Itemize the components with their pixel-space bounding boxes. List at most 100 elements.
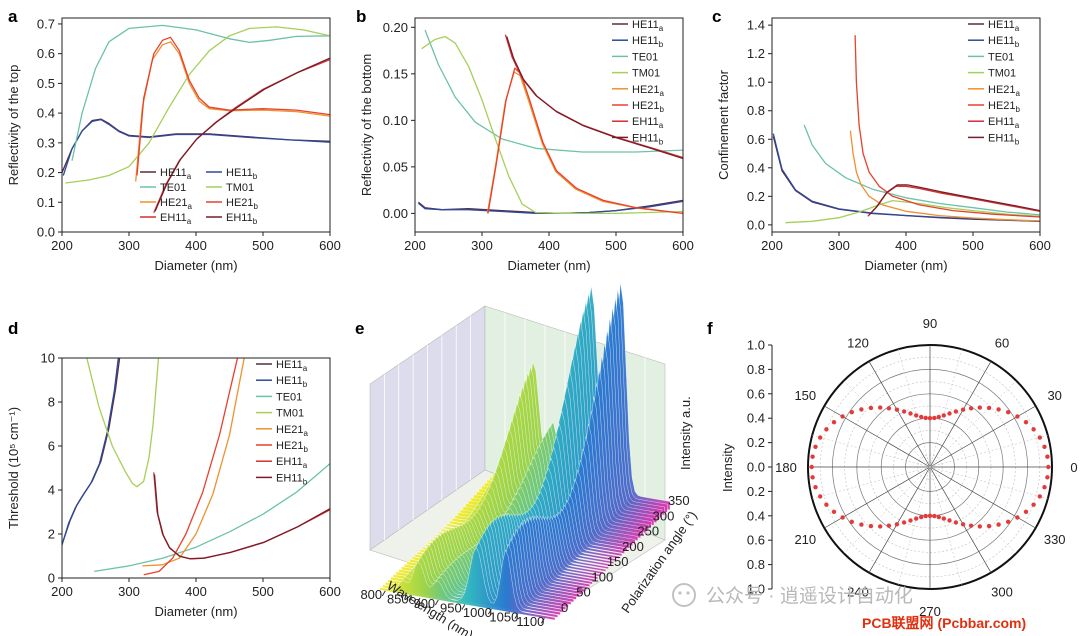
polar-point xyxy=(1045,454,1050,459)
series-line-he21b xyxy=(136,36,330,176)
legend-entry: TE01 xyxy=(160,182,186,194)
legend-entry: HE21a xyxy=(160,197,193,211)
series-line-he11a xyxy=(772,136,1040,222)
series-group xyxy=(62,358,330,576)
legend-subscript: b xyxy=(304,445,309,454)
radial-tick-label: 0.6 xyxy=(747,386,765,401)
y-axis-label: Threshold (10⁵ cm⁻¹) xyxy=(6,407,21,529)
wechat-icon xyxy=(672,583,696,607)
polar-point xyxy=(923,513,928,519)
polar-point xyxy=(1031,427,1036,432)
series-line-tm01 xyxy=(785,199,1040,224)
polar-point xyxy=(908,518,913,523)
polar-point xyxy=(831,509,837,514)
panel-label-e: e xyxy=(355,319,364,338)
legend-entry: EH11a xyxy=(276,456,308,470)
legend-subscript: a xyxy=(187,172,192,181)
polar-spoke xyxy=(929,466,992,573)
polar-points xyxy=(809,405,1051,529)
polar-point xyxy=(1015,515,1020,520)
x-tick-label: 300 xyxy=(471,238,493,253)
legend: HE11a HE11b TE01 TM01 HE21a HE21b EH11a EH11b xyxy=(968,19,1021,146)
x-tick-label: 400 xyxy=(538,238,560,253)
series-line-eh11b xyxy=(506,36,683,160)
legend-subscript: b xyxy=(1016,105,1021,114)
x-tick-label: 600 xyxy=(1029,238,1051,253)
e-x-tick-label: 1050 xyxy=(489,610,518,625)
y-tick-label: 0.4 xyxy=(37,106,55,121)
y-tick-label: 0.7 xyxy=(37,16,55,31)
polar-point xyxy=(818,494,823,499)
polar-point xyxy=(886,523,892,528)
legend-entry: EH11b xyxy=(226,212,258,226)
legend: HE11a HE11b TE01 TM01 HE21a HE21b EH11a EH11b xyxy=(612,19,665,146)
polar-point xyxy=(927,513,933,518)
e-x-tick-label: 1000 xyxy=(463,605,492,620)
series-line-tm01 xyxy=(65,26,330,184)
x-axis-label: Diameter (nm) xyxy=(154,258,237,273)
x-axis-label: Diameter (nm) xyxy=(864,258,947,273)
polar-minor-spoke xyxy=(929,466,1017,554)
legend-entry: TE01 xyxy=(276,391,302,403)
series-line-eh11b xyxy=(153,474,330,560)
polar-point xyxy=(813,485,818,490)
y-tick-label: 4 xyxy=(48,483,55,498)
series-line-tm01 xyxy=(421,35,683,215)
polar-point xyxy=(996,407,1001,412)
polar-point xyxy=(809,464,814,470)
e-x-tick xyxy=(487,608,492,615)
legend-entry: HE11b xyxy=(276,375,308,389)
legend-subscript: b xyxy=(254,202,259,211)
polar-point xyxy=(878,524,883,529)
legend-entry: HE21b xyxy=(632,100,665,114)
radial-tick-label: 1.0 xyxy=(747,338,765,353)
polar-angle-label: 180 xyxy=(775,460,797,475)
legend-entry: EH11a xyxy=(632,116,664,130)
panel-a: a 200 300 400 500 600 0.0 0.1 0.2 0.3 0.4 0.5 0.6 0.7… xyxy=(6,7,341,273)
x-tick-label: 200 xyxy=(761,238,783,253)
legend-entry: HE11a xyxy=(988,19,1020,33)
polar-point xyxy=(941,516,946,521)
legend-entry: TM01 xyxy=(632,68,660,80)
polar-point xyxy=(1045,475,1050,480)
series-line-he11a xyxy=(62,118,330,173)
y-tick-label: 0.15 xyxy=(383,66,408,81)
legend-entry: HE21b xyxy=(988,100,1021,114)
waterfall-slice xyxy=(379,547,556,621)
polar-point xyxy=(859,407,864,412)
polar-point xyxy=(932,513,937,519)
legend-entry: EH11b xyxy=(988,132,1020,146)
panel-label-c: c xyxy=(712,7,721,26)
polar-point xyxy=(868,405,874,411)
polar-angle-label: 60 xyxy=(995,335,1009,350)
polar-point xyxy=(986,405,992,411)
series-line-tm01 xyxy=(86,358,160,488)
watermark-footer: PCB联盟网 (Pcbbar.com) xyxy=(862,615,1026,631)
x-tick-label: 300 xyxy=(118,584,140,599)
legend-entry: HE11b xyxy=(226,167,258,181)
e-x-tick xyxy=(434,599,439,606)
polar-radial-axis: 1.0 0.8 0.6 0.4 0.2 0.0 0.2 0.4 0.6 0.8 1.0 xyxy=(747,338,773,597)
legend-subscript: a xyxy=(304,429,309,438)
polar-spoke xyxy=(868,466,931,573)
legend-entry: HE21a xyxy=(988,84,1021,98)
panel-label-b: b xyxy=(356,7,366,26)
polar-point xyxy=(886,406,892,411)
legend-subscript: b xyxy=(659,40,664,49)
panel-label-f: f xyxy=(707,319,713,338)
legend-entry: TM01 xyxy=(226,182,254,194)
e-y-tick-label: 350 xyxy=(668,493,690,508)
e-x-tick-label: 850 xyxy=(387,591,409,606)
e-y-tick-label: 0 xyxy=(561,600,568,615)
watermark-text: 公众号 · 逍遥设计自动化 xyxy=(706,585,913,607)
legend-subscript: b xyxy=(659,137,664,146)
x-tick-label: 300 xyxy=(828,238,850,253)
polar-point xyxy=(894,522,900,527)
y-tick-label: 0.10 xyxy=(383,113,408,128)
panel-label-d: d xyxy=(8,319,18,338)
polar-point xyxy=(919,514,924,520)
legend-entry: TM01 xyxy=(276,408,304,420)
e-x-tick xyxy=(381,590,386,597)
series-line-te01 xyxy=(94,463,330,573)
